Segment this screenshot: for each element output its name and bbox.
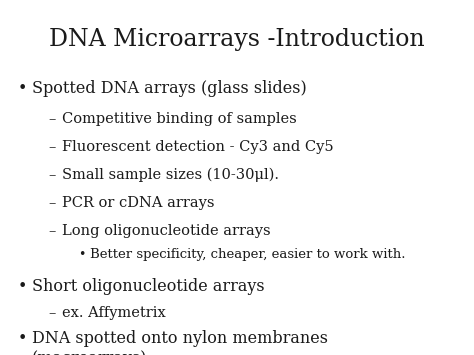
Text: ex. Affymetrix: ex. Affymetrix [62, 306, 166, 320]
Text: •: • [18, 278, 27, 295]
Text: Better specificity, cheaper, easier to work with.: Better specificity, cheaper, easier to w… [90, 248, 405, 261]
Text: Spotted DNA arrays (glass slides): Spotted DNA arrays (glass slides) [32, 80, 307, 97]
Text: –: – [48, 168, 55, 182]
Text: –: – [48, 306, 55, 320]
Text: •: • [18, 80, 27, 97]
Text: Small sample sizes (10-30μl).: Small sample sizes (10-30μl). [62, 168, 279, 182]
Text: –: – [48, 224, 55, 238]
Text: Long oligonucleotide arrays: Long oligonucleotide arrays [62, 224, 271, 238]
Text: Short oligonucleotide arrays: Short oligonucleotide arrays [32, 278, 264, 295]
Text: –: – [48, 140, 55, 154]
Text: Competitive binding of samples: Competitive binding of samples [62, 112, 297, 126]
Text: •: • [78, 248, 85, 261]
Text: –: – [48, 112, 55, 126]
Text: •: • [18, 330, 27, 347]
Text: DNA spotted onto nylon membranes
(macroarrays): DNA spotted onto nylon membranes (macroa… [32, 330, 328, 355]
Text: Fluorescent detection - Cy3 and Cy5: Fluorescent detection - Cy3 and Cy5 [62, 140, 334, 154]
Text: PCR or cDNA arrays: PCR or cDNA arrays [62, 196, 215, 210]
Text: –: – [48, 196, 55, 210]
Text: DNA Microarrays -Introduction: DNA Microarrays -Introduction [49, 28, 425, 51]
